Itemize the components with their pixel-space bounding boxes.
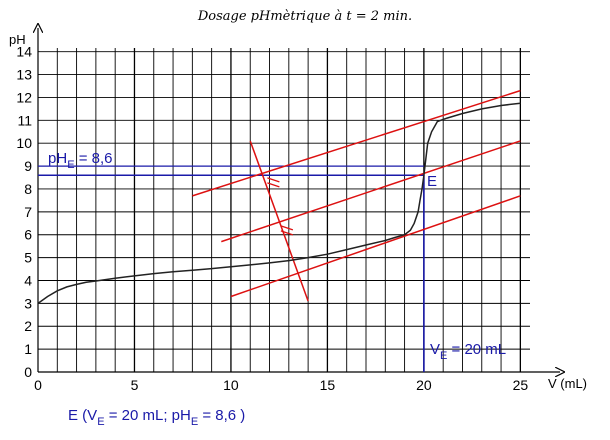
y-tick-label: 0 [24,364,32,380]
y-tick-label: 11 [17,112,32,128]
x-tick-label: 15 [320,377,336,393]
x-tick-label: 20 [416,377,432,393]
tangent-lines [192,91,520,301]
chart-title: Dosage pHmètrique à t = 2 min. [197,9,412,24]
y-tick-label: 4 [24,272,32,288]
tangent-line [250,141,308,301]
x-tick-label: 10 [223,377,239,393]
y-tick-label: 3 [24,295,32,311]
tangent-line [231,196,520,297]
y-tick-label: 1 [24,341,32,357]
y-tick-label: 6 [24,227,32,243]
y-tick-label: 5 [24,250,32,266]
y-tick-label: 13 [16,67,32,83]
y-tick-label: 12 [16,89,32,105]
tangent-line [221,141,520,242]
x-tick-label: 25 [513,377,529,393]
y-tick-label: 10 [16,135,32,151]
y-tick-label: 7 [24,204,32,220]
x-axis-label: V (mL) [548,376,587,391]
x-tick-label: 0 [34,377,42,393]
equivalence-point-label: E [427,173,437,190]
ph-curve [38,103,520,303]
y-tick-label: 9 [24,158,32,174]
grid [38,48,530,372]
ph-titration-chart: Dosage pHmètrique à t = 2 min. 012345678… [0,0,610,440]
y-tick-label: 8 [24,181,32,197]
x-tick-label: 5 [131,377,139,393]
ph-curve-line [38,103,520,303]
y-axis-label: pH [9,32,26,47]
y-tick-label: 2 [24,318,32,334]
equivalence-summary: E (VE = 20 mL; pHE = 8,6 ) [68,407,245,428]
ve-label: VE = 20 mL [430,341,506,362]
